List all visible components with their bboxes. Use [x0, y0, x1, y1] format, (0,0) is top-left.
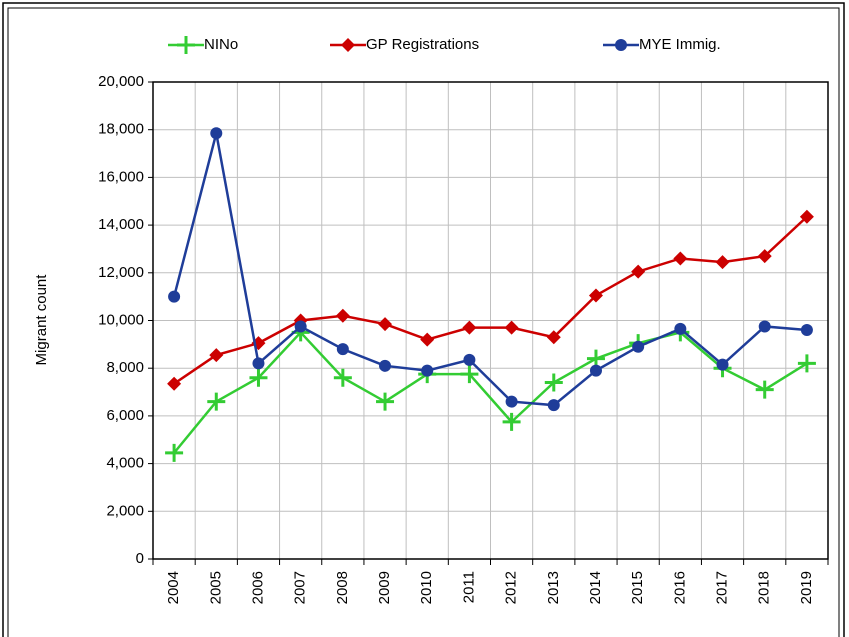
y-tick-label: 2,000: [106, 502, 144, 519]
series-line: [173, 330, 808, 454]
marker: [589, 364, 602, 377]
marker: [378, 317, 393, 332]
y-tick-label: 0: [136, 550, 144, 567]
y-tick-label: 20,000: [98, 73, 144, 90]
marker: [799, 209, 814, 224]
plot-border: [152, 81, 829, 560]
legend-label: NINo: [204, 36, 238, 53]
y-tick-label: 6,000: [106, 407, 144, 424]
marker: [341, 38, 355, 52]
marker: [207, 392, 226, 411]
marker: [758, 320, 771, 333]
marker: [505, 395, 518, 408]
marker: [460, 365, 479, 384]
marker: [379, 359, 392, 372]
marker: [674, 322, 687, 335]
y-axis-label: Migrant count: [33, 274, 50, 366]
x-tick-label: 2013: [545, 571, 562, 604]
marker: [673, 251, 688, 266]
marker: [800, 324, 813, 337]
x-tick-label: 2007: [292, 571, 309, 604]
marker: [336, 343, 349, 356]
marker: [335, 308, 350, 323]
legend-label: GP Registrations: [366, 36, 479, 53]
marker: [546, 330, 561, 345]
marker: [462, 320, 477, 335]
x-tick-label: 2015: [629, 571, 646, 604]
marker: [165, 443, 184, 462]
marker: [755, 380, 774, 399]
y-tick-label: 8,000: [106, 359, 144, 376]
marker: [249, 368, 268, 387]
marker: [632, 340, 645, 353]
x-tick-label: 2017: [714, 571, 731, 604]
marker: [797, 354, 816, 373]
legend-label: MYE Immig.: [639, 36, 721, 53]
x-tick-label: 2014: [587, 571, 604, 604]
series-line: [172, 132, 808, 407]
series-line: [173, 215, 808, 385]
marker: [168, 290, 181, 303]
marker: [252, 357, 265, 370]
marker: [716, 358, 729, 371]
y-tick-label: 18,000: [98, 121, 144, 138]
marker: [421, 364, 434, 377]
x-tick-label: 2012: [503, 571, 520, 604]
marker: [757, 249, 772, 264]
marker: [588, 288, 603, 303]
marker: [615, 39, 627, 51]
marker: [210, 127, 223, 140]
marker: [504, 320, 519, 335]
marker: [209, 348, 224, 363]
marker: [294, 320, 307, 333]
x-tick-label: 2018: [756, 571, 773, 604]
x-tick-label: 2008: [334, 571, 351, 604]
marker: [547, 399, 560, 412]
y-tick-label: 12,000: [98, 264, 144, 281]
x-tick-label: 2006: [249, 571, 266, 604]
y-tick-label: 14,000: [98, 216, 144, 233]
x-tick-label: 2005: [207, 571, 224, 604]
marker: [544, 373, 563, 392]
y-tick-label: 16,000: [98, 168, 144, 185]
marker: [420, 332, 435, 347]
x-tick-label: 2009: [376, 571, 393, 604]
x-tick-label: 2004: [165, 571, 182, 604]
marker: [167, 376, 182, 391]
frame-inner: [7, 7, 840, 637]
x-tick-label: 2011: [460, 571, 477, 603]
x-tick-label: 2010: [418, 571, 435, 604]
marker: [502, 412, 521, 431]
x-tick-label: 2016: [671, 571, 688, 604]
y-tick-label: 10,000: [98, 311, 144, 328]
y-tick-label: 4,000: [106, 455, 144, 472]
marker: [715, 255, 730, 270]
x-tick-label: 2019: [798, 571, 815, 604]
marker: [463, 353, 476, 366]
marker: [376, 392, 395, 411]
marker: [333, 368, 352, 387]
marker: [631, 264, 646, 279]
marker: [177, 36, 195, 54]
